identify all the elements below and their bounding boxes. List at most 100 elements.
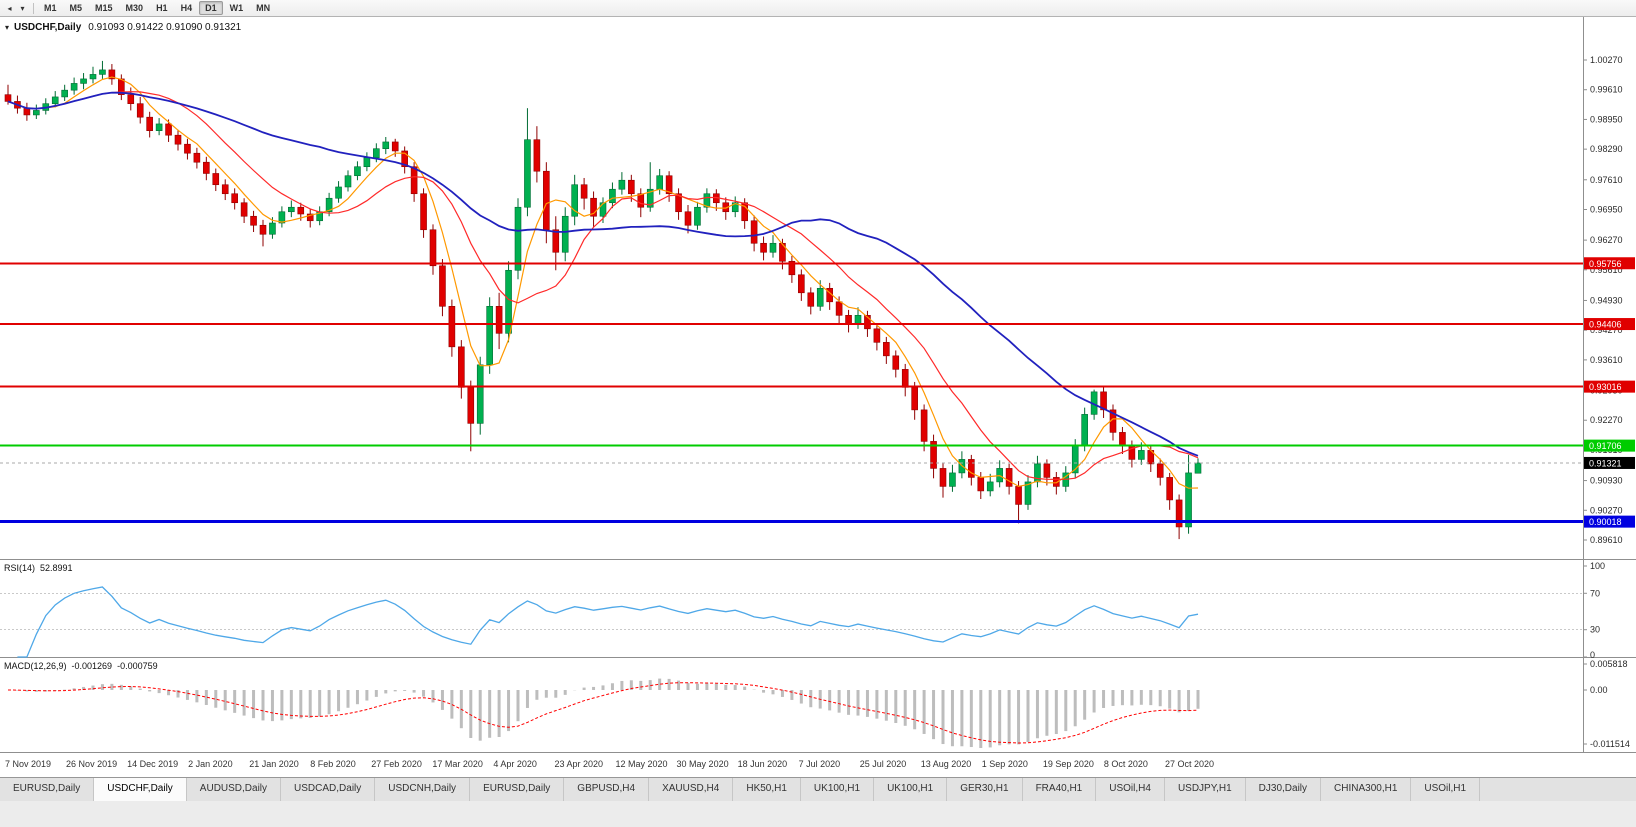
svg-text:0.90270: 0.90270 <box>1590 505 1623 515</box>
svg-text:0.95610: 0.95610 <box>1590 265 1623 275</box>
svg-text:27 Oct 2020: 27 Oct 2020 <box>1165 759 1214 769</box>
svg-text:0.90018: 0.90018 <box>1589 517 1622 527</box>
timeframe-toolbar: ◂ ▾ M1 M5 M15 M30 H1 H4 D1 W1 MN <box>0 0 1636 17</box>
svg-text:23 Apr 2020: 23 Apr 2020 <box>554 759 603 769</box>
timeframe-button-m30[interactable]: M30 <box>125 3 144 13</box>
toolbar-dropdown-icon[interactable]: ▾ <box>20 3 25 13</box>
svg-text:17 Mar 2020: 17 Mar 2020 <box>432 759 483 769</box>
timeframe-button-h4[interactable]: H4 <box>180 3 193 13</box>
svg-text:25 Jul 2020: 25 Jul 2020 <box>860 759 907 769</box>
chart-tab-15-dj30-daily[interactable]: DJ30,Daily <box>1246 778 1322 801</box>
chart-tabbar: EURUSD,Daily USDCHF,Daily AUDUSD,Daily USDC… <box>0 777 1636 801</box>
chart-tab-2-audusd-daily[interactable]: AUDUSD,Daily <box>187 778 282 801</box>
chart-tab-17-usoil-h1[interactable]: USOil,H1 <box>1411 778 1481 801</box>
svg-text:0.92270: 0.92270 <box>1590 415 1623 425</box>
svg-text:18 Jun 2020: 18 Jun 2020 <box>738 759 788 769</box>
price-axis[interactable]: 1.00270 0.99610 0.98950 0.98290 0.97610 0.969… <box>1583 55 1635 545</box>
svg-text:8 Oct 2020: 8 Oct 2020 <box>1104 759 1148 769</box>
svg-text:1.00270: 1.00270 <box>1590 55 1623 65</box>
svg-text:19 Sep 2020: 19 Sep 2020 <box>1043 759 1094 769</box>
current-price-tag: 0.91321 <box>1584 456 1635 469</box>
svg-text:13 Aug 2020: 13 Aug 2020 <box>921 759 972 769</box>
hline-price-tag: 0.91706 <box>1584 439 1635 452</box>
timeframe-button-mn[interactable]: MN <box>256 3 271 13</box>
one-click-trading-expander-icon[interactable]: ▾ <box>5 22 10 32</box>
svg-text:21 Jan 2020: 21 Jan 2020 <box>249 759 299 769</box>
svg-text:27 Feb 2020: 27 Feb 2020 <box>371 759 422 769</box>
chart-tab-10-uk100-h1[interactable]: UK100,H1 <box>874 778 948 801</box>
svg-text:14 Dec 2019: 14 Dec 2019 <box>127 759 178 769</box>
chart-tab-14-usdjpy-h1[interactable]: USDJPY,H1 <box>1165 778 1246 801</box>
moving-averages-layer <box>7 76 1199 489</box>
timeframe-button-w1[interactable]: W1 <box>229 3 244 13</box>
hline-price-tag: 0.94406 <box>1584 318 1635 331</box>
candles-layer <box>4 60 1202 540</box>
timeframe-button-m1[interactable]: M1 <box>44 3 57 13</box>
svg-text:12 May 2020: 12 May 2020 <box>616 759 668 769</box>
svg-text:0.94270: 0.94270 <box>1590 325 1623 335</box>
window-bottom-strip <box>0 801 1636 827</box>
svg-text:70: 70 <box>1590 588 1600 598</box>
rsi-value: 52.8991 <box>40 563 73 573</box>
svg-text:0.00: 0.00 <box>1590 685 1608 695</box>
chart-tab-5-eurusd-daily[interactable]: EURUSD,Daily <box>470 778 565 801</box>
chart-tab-12-fra40-h1[interactable]: FRA40,H1 <box>1023 778 1097 801</box>
hline-price-tag: 0.93016 <box>1584 380 1635 393</box>
macd-main-value: -0.001269 <box>71 661 113 671</box>
svg-text:4 Apr 2020: 4 Apr 2020 <box>493 759 537 769</box>
chart-tab-0-eurusd-daily[interactable]: EURUSD,Daily <box>0 778 95 801</box>
svg-text:7 Jul 2020: 7 Jul 2020 <box>799 759 841 769</box>
rsi-indicator-label: RSI(14) 52.8991 <box>4 563 78 573</box>
svg-text:0.93016: 0.93016 <box>1589 382 1622 392</box>
svg-text:0.89610: 0.89610 <box>1590 535 1623 545</box>
timeframe-button-m5[interactable]: M5 <box>69 3 83 13</box>
time-axis[interactable]: 7 Nov 2019 26 Nov 2019 14 Dec 2019 2 Jan 20… <box>5 759 1214 769</box>
rsi-name: RSI(14) <box>4 563 36 573</box>
toolbar-overflow-icon[interactable]: ◂ <box>7 3 12 13</box>
svg-text:0.005818: 0.005818 <box>1590 659 1628 669</box>
svg-text:-0.011514: -0.011514 <box>1590 739 1630 749</box>
svg-text:0.91321: 0.91321 <box>1589 458 1622 468</box>
svg-text:0.93610: 0.93610 <box>1590 355 1623 365</box>
timeframe-button-m15[interactable]: M15 <box>95 3 113 13</box>
chart-tab-6-gbpusd-h4[interactable]: GBPUSD,H4 <box>564 778 650 801</box>
svg-text:0.94406: 0.94406 <box>1589 320 1622 330</box>
chart-tab-1-usdchf-daily[interactable]: USDCHF,Daily <box>94 778 187 801</box>
svg-text:0.99610: 0.99610 <box>1590 85 1623 95</box>
chart-tab-7-xauusd-h4[interactable]: XAUUSD,H4 <box>649 778 734 801</box>
chart-title: ▾ USDCHF,Daily 0.91093 0.91422 0.91090 0… <box>5 22 241 33</box>
horizontal-lines-layer[interactable] <box>0 262 1583 524</box>
timeframe-button-h1[interactable]: H1 <box>156 3 168 13</box>
svg-text:0.94930: 0.94930 <box>1590 295 1623 305</box>
timeframe-buttons: M1 M5 M15 M30 H1 H4 D1 W1 MN <box>38 1 277 15</box>
chart-tab-13-usoil-h4[interactable]: USOil,H4 <box>1096 778 1165 801</box>
chart-background <box>0 17 1636 777</box>
chart-tab-9-uk100-h1[interactable]: UK100,H1 <box>801 778 875 801</box>
svg-text:0.90930: 0.90930 <box>1590 476 1623 486</box>
svg-text:0.96270: 0.96270 <box>1590 235 1623 245</box>
chart-tab-16-china300-h1[interactable]: CHINA300,H1 <box>1321 778 1412 801</box>
svg-text:0.91706: 0.91706 <box>1589 441 1622 451</box>
svg-text:1 Sep 2020: 1 Sep 2020 <box>982 759 1028 769</box>
hline-price-tag: 0.95756 <box>1584 257 1635 270</box>
svg-text:7 Nov 2019: 7 Nov 2019 <box>5 759 51 769</box>
timeframe-button-d1[interactable]: D1 <box>199 1 223 15</box>
svg-text:0.98290: 0.98290 <box>1590 144 1623 154</box>
svg-text:30: 30 <box>1590 625 1600 635</box>
chart-tab-4-usdcnh-daily[interactable]: USDCNH,Daily <box>375 778 471 801</box>
svg-text:8 Feb 2020: 8 Feb 2020 <box>310 759 356 769</box>
macd-name: MACD(12,26,9) <box>4 661 67 671</box>
chart-tab-3-usdcad-daily[interactable]: USDCAD,Daily <box>281 778 376 801</box>
price-chart[interactable]: 1.00270 0.99610 0.98950 0.98290 0.97610 0.969… <box>0 17 1636 777</box>
svg-text:0: 0 <box>1590 650 1595 660</box>
svg-text:26 Nov 2019: 26 Nov 2019 <box>66 759 117 769</box>
chart-tab-8-hk50-h1[interactable]: HK50,H1 <box>733 778 801 801</box>
chart-window: 1.00270 0.99610 0.98950 0.98290 0.97610 0.969… <box>0 17 1636 777</box>
hline-price-tag: 0.90018 <box>1584 515 1635 528</box>
chart-symbol-label: USDCHF,Daily <box>14 22 82 33</box>
svg-text:30 May 2020: 30 May 2020 <box>677 759 729 769</box>
chart-tab-11-ger30-h1[interactable]: GER30,H1 <box>947 778 1023 801</box>
svg-text:2 Jan 2020: 2 Jan 2020 <box>188 759 233 769</box>
macd-indicator-label: MACD(12,26,9) -0.001269 -0.000759 <box>4 661 163 671</box>
